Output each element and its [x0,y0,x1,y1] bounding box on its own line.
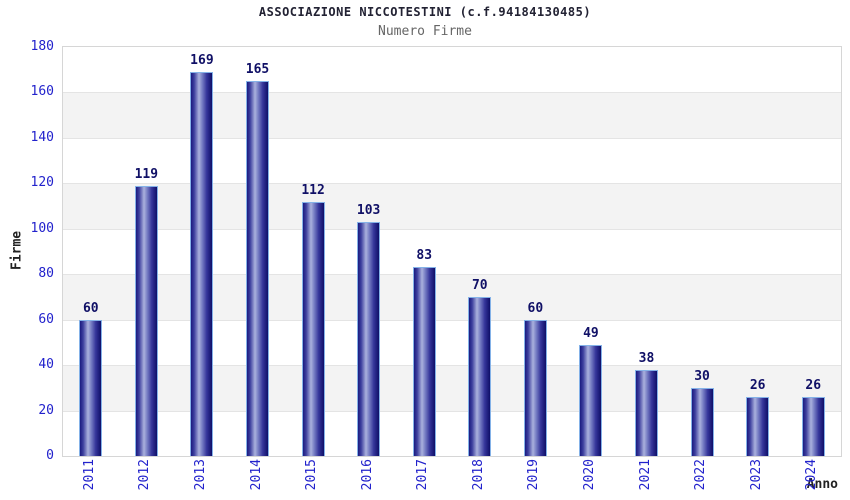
bar-2024 [801,396,825,456]
chart-subtitle: Numero Firme [378,24,472,39]
grid-band [63,365,841,411]
grid-band [63,138,841,183]
gridline [63,228,841,230]
x-tick-label: 2015 [304,459,320,491]
bar-value-label: 83 [416,248,433,264]
grid-band [63,411,841,456]
y-tick-label: 60 [38,311,54,327]
x-tick-label: 2012 [137,459,153,491]
gridline [63,319,841,321]
bar-2017 [412,267,436,456]
bar-value-label: 60 [82,300,99,316]
bar-2021 [635,369,658,456]
y-tick-label: 160 [30,84,54,100]
bar-value-label: 60 [527,300,544,316]
bar-value-label: 169 [190,53,214,68]
x-tick-label: 2014 [248,459,264,491]
bar-2014 [246,81,269,456]
grid-band [63,274,841,320]
bar-value-label: 49 [583,325,599,341]
y-tick-label: 40 [38,357,54,373]
x-tick-label: 2011 [81,459,97,491]
x-axis-title: Anno [806,477,838,492]
bar-2019 [523,319,547,456]
grid-band [63,47,841,92]
bar-2011 [79,319,103,456]
bar-value-label: 26 [805,377,822,393]
gridline [63,183,841,185]
plot-area: 60 119 169 165 112 103 83 70 60 49 38 30 26 26 [62,46,842,457]
grid-band [63,92,841,138]
bar-2015 [301,201,325,456]
y-tick-label: 20 [38,402,54,418]
bar-2012 [134,185,158,456]
bar-value-label: 165 [245,62,270,78]
gridline [63,274,841,276]
bar-2013 [190,72,214,456]
x-tick-label: 2016 [359,459,375,491]
x-tick-label: 2022 [693,459,709,491]
x-tick-label: 2024 [804,459,820,491]
grid-band [63,320,841,365]
y-tick-label: 80 [38,266,54,282]
y-axis-title: Firme [9,230,25,271]
gridline [63,365,841,367]
x-tick-label: 2021 [637,459,653,491]
bar-value-label: 103 [356,202,381,218]
bar-value-label: 70 [471,277,488,293]
x-tick-label: 2018 [470,459,486,491]
y-tick-label: 180 [30,39,54,54]
grid-band [63,229,841,274]
bar-2023 [746,396,770,456]
y-tick-label: 0 [46,448,54,463]
x-tick-label: 2017 [415,459,431,491]
bar-value-label: 112 [301,182,325,198]
bar-2022 [690,387,714,456]
bar-value-label: 26 [749,377,766,393]
bar-2020 [579,344,603,456]
bar-value-label: 38 [638,350,655,366]
chart-title: ASSOCIAZIONE NICCOTESTINI (c.f.941841304… [258,5,592,19]
bar-2018 [468,296,492,456]
x-tick-label: 2013 [192,459,208,491]
x-tick-label: 2020 [581,459,597,491]
y-tick-label: 120 [30,175,54,191]
x-tick-label: 2019 [526,459,542,491]
gridline [63,410,841,412]
gridline [63,137,841,139]
y-tick-label: 100 [30,220,54,236]
bar-value-label: 30 [694,368,710,384]
grid-band [63,183,841,229]
y-tick-label: 140 [30,129,54,145]
x-tick-label: 2023 [748,459,764,491]
bar-2016 [357,221,381,456]
bar-value-label: 119 [134,166,159,182]
gridline [63,92,841,94]
